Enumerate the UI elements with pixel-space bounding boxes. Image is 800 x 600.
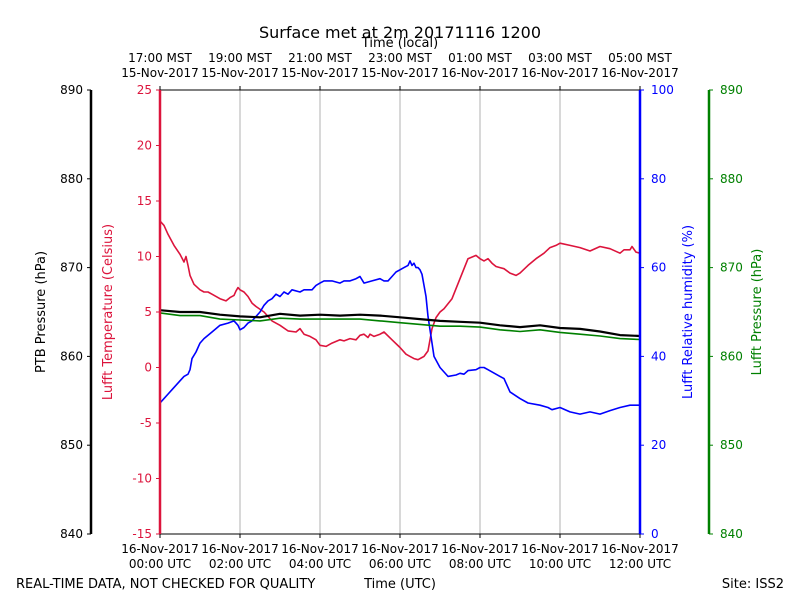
- x-tick-label-local-date: 15-Nov-2017: [281, 66, 359, 80]
- x-tick-label-utc-time: 04:00 UTC: [289, 557, 351, 571]
- temp-axis-title: Lufft Temperature (Celsius): [101, 224, 116, 400]
- x-tick-label-utc-date: 16-Nov-2017: [281, 542, 359, 556]
- grid: [239, 90, 561, 534]
- lufft-pressure-tick-label: 870: [720, 261, 743, 275]
- x-tick-label-utc-time: 00:00 UTC: [129, 557, 191, 571]
- x-tick-label-local-time: 21:00 MST: [288, 51, 352, 65]
- x-tick-label-utc-date: 16-Nov-2017: [521, 542, 599, 556]
- x-tick-label-utc-time: 02:00 UTC: [209, 557, 271, 571]
- series-line-lufft_p: [159, 312, 641, 341]
- rh-tick-label: 40: [651, 349, 666, 363]
- temp-tick-label: -15: [132, 527, 152, 541]
- x-tick-label-local-date: 16-Nov-2017: [521, 66, 599, 80]
- x-tick-label-utc-date: 16-Nov-2017: [361, 542, 439, 556]
- top-axis-title: Time (local): [361, 36, 438, 51]
- x-tick-label-local-date: 15-Nov-2017: [201, 66, 279, 80]
- rh-tick-label: 100: [651, 83, 674, 97]
- temp-tick-label: 15: [137, 194, 152, 208]
- x-tick-label-local-time: 23:00 MST: [368, 51, 432, 65]
- x-tick-label-utc-time: 12:00 UTC: [609, 557, 671, 571]
- x-tick-label-local-date: 16-Nov-2017: [441, 66, 519, 80]
- rh-axis-title: Lufft Relative humidity (%): [681, 225, 696, 399]
- x-tick-label-utc-date: 16-Nov-2017: [121, 542, 199, 556]
- x-tick-label-local-date: 15-Nov-2017: [361, 66, 439, 80]
- ptb-axis-title: PTB Pressure (hPa): [34, 251, 49, 373]
- ptb-tick-label: 850: [60, 438, 83, 452]
- temp-tick-label: 25: [137, 83, 152, 97]
- ptb-tick-label: 870: [60, 261, 83, 275]
- x-tick-label-local-time: 03:00 MST: [528, 51, 592, 65]
- site-label: Site: ISS2: [722, 577, 784, 592]
- lufft-pressure-axis-title: Lufft Pressure (hPa): [750, 249, 765, 376]
- lufft-pressure-tick-label: 860: [720, 349, 743, 363]
- rh-tick-label: 60: [651, 261, 666, 275]
- bottom-axis-title: Time (UTC): [363, 577, 436, 592]
- x-tick-label-local-date: 16-Nov-2017: [601, 66, 679, 80]
- series-line-ptb: [159, 309, 641, 338]
- x-tick-label-local-time: 17:00 MST: [128, 51, 192, 65]
- rh-tick-label: 20: [651, 438, 666, 452]
- footer-disclaimer: REAL-TIME DATA, NOT CHECKED FOR QUALITY: [16, 577, 315, 592]
- ptb-tick-label: 880: [60, 172, 83, 186]
- temp-tick-label: 20: [137, 139, 152, 153]
- x-tick-label-utc-date: 16-Nov-2017: [441, 542, 519, 556]
- x-tick-label-utc-time: 10:00 UTC: [529, 557, 591, 571]
- lufft-pressure-tick-label: 880: [720, 172, 743, 186]
- x-tick-label-local-date: 15-Nov-2017: [121, 66, 199, 80]
- x-tick-label-utc-time: 08:00 UTC: [449, 557, 511, 571]
- temp-tick-label: 0: [144, 361, 152, 375]
- chart-title: Surface met at 2m 20171116 1200: [259, 23, 541, 42]
- x-tick-label-utc-date: 16-Nov-2017: [601, 542, 679, 556]
- ptb-tick-label: 890: [60, 83, 83, 97]
- series-line-temp: [159, 220, 641, 361]
- x-tick-label-utc-time: 06:00 UTC: [369, 557, 431, 571]
- x-tick-label-local-time: 05:00 MST: [608, 51, 672, 65]
- ptb-tick-label: 860: [60, 349, 83, 363]
- rh-tick-label: 80: [651, 172, 666, 186]
- lufft-pressure-tick-label: 890: [720, 83, 743, 97]
- temp-tick-label: -5: [140, 416, 152, 430]
- lufft-pressure-tick-label: 840: [720, 527, 743, 541]
- ptb-tick-label: 840: [60, 527, 83, 541]
- x-tick-label-utc-date: 16-Nov-2017: [201, 542, 279, 556]
- x-tick-label-local-time: 01:00 MST: [448, 51, 512, 65]
- lufft-pressure-tick-label: 850: [720, 438, 743, 452]
- temp-tick-label: -10: [132, 472, 152, 486]
- temp-tick-label: 10: [137, 250, 152, 264]
- series-layer: [159, 220, 641, 415]
- rh-tick-label: 0: [651, 527, 659, 541]
- series-line-rh: [159, 260, 640, 415]
- x-tick-label-local-time: 19:00 MST: [208, 51, 272, 65]
- temp-tick-label: 5: [144, 305, 152, 319]
- ticks-layer: 840 850 860 870 880 890 -15 -10 -5 0 5 10 15 20 25 0 20 4…: [60, 51, 743, 571]
